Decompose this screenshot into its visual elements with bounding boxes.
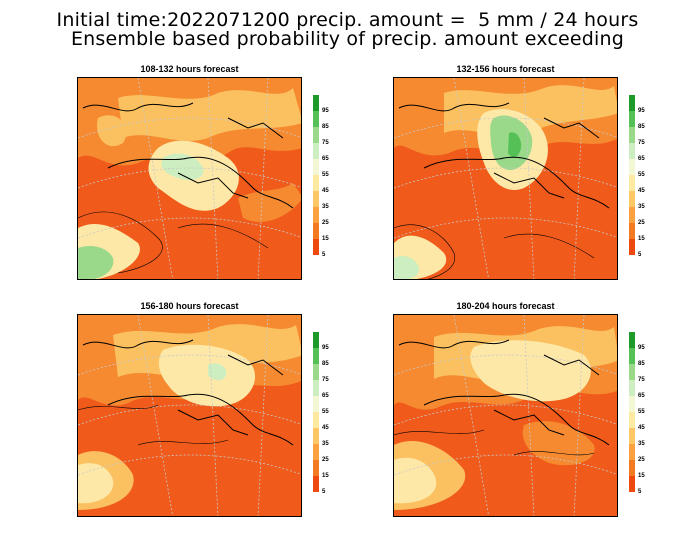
- colorbar-segment-95: [629, 95, 635, 111]
- colorbar: 95 85 75 65 55 45 35 25 15 5: [629, 95, 659, 258]
- colorbar-label: 55: [638, 409, 645, 415]
- colorbar-label: 15: [322, 473, 329, 479]
- colorbar-label: 65: [322, 156, 329, 162]
- colorbar-segment-55: [629, 396, 635, 412]
- colorbar-label: 85: [322, 361, 329, 367]
- forecast-panel-4: 180-204 hours forecast: [393, 301, 693, 541]
- colorbar-label: 85: [322, 124, 329, 130]
- colorbar-label: 5: [638, 252, 642, 258]
- probability-map: [77, 314, 302, 517]
- colorbar-segment-85: [629, 111, 635, 127]
- colorbar-segment-55: [313, 159, 319, 175]
- colorbar-segment-75: [313, 127, 319, 143]
- colorbar-segment-75: [629, 127, 635, 143]
- colorbar-label: 75: [638, 140, 645, 146]
- colorbar-segment-65: [313, 143, 319, 159]
- probability-map: [393, 314, 618, 517]
- colorbar-segment-95: [629, 332, 635, 348]
- colorbar-label: 75: [322, 377, 329, 383]
- colorbar-segment-65: [629, 143, 635, 159]
- colorbar-segment-25: [629, 207, 635, 223]
- colorbar-segment-15: [629, 223, 635, 239]
- colorbar-label: 15: [638, 236, 645, 242]
- colorbar-segment-65: [629, 380, 635, 396]
- colorbar-label: 15: [638, 473, 645, 479]
- colorbar-label: 95: [322, 108, 329, 114]
- colorbar-label: 35: [638, 204, 645, 210]
- colorbar-label: 95: [638, 345, 645, 351]
- colorbar-segment-15: [629, 460, 635, 476]
- colorbar-segment-15: [313, 460, 319, 476]
- colorbar-segment-25: [313, 207, 319, 223]
- colorbar-segment-35: [629, 191, 635, 207]
- colorbar-segment-65: [313, 380, 319, 396]
- colorbar-label: 35: [322, 441, 329, 447]
- colorbar-label: 25: [322, 457, 329, 463]
- colorbar-label: 85: [638, 361, 645, 367]
- colorbar-label: 75: [322, 140, 329, 146]
- colorbar-segment-5: [313, 239, 319, 255]
- colorbar-segment-5: [313, 476, 319, 492]
- colorbar-label: 25: [322, 220, 329, 226]
- colorbar-segment-45: [313, 412, 319, 428]
- colorbar-label: 35: [322, 204, 329, 210]
- colorbar-label: 55: [322, 409, 329, 415]
- forecast-panel-2: 132-156 hours forecast: [393, 64, 693, 304]
- colorbar-segment-45: [313, 175, 319, 191]
- colorbar-label: 45: [638, 425, 645, 431]
- colorbar-segment-5: [629, 239, 635, 255]
- colorbar-segment-15: [313, 223, 319, 239]
- colorbar-segment-85: [313, 348, 319, 364]
- main-title: Initial time:2022071200 precip. amount =…: [56, 9, 639, 31]
- colorbar-label: 55: [322, 172, 329, 178]
- colorbar-label: 85: [638, 124, 645, 130]
- subtitle: Ensemble based probability of precip. am…: [70, 28, 625, 50]
- colorbar-label: 5: [638, 489, 642, 495]
- colorbar-label: 15: [322, 236, 329, 242]
- colorbar-label: 45: [638, 188, 645, 194]
- probability-map: [393, 77, 618, 280]
- colorbar-label: 35: [638, 441, 645, 447]
- colorbar-label: 65: [638, 393, 645, 399]
- colorbar-segment-25: [629, 444, 635, 460]
- panel-title: 156-180 hours forecast: [140, 301, 239, 311]
- colorbar-segment-25: [313, 444, 319, 460]
- colorbar-label: 95: [638, 108, 645, 114]
- colorbar-segment-75: [629, 364, 635, 380]
- colorbar: 95 85 75 65 55 45 35 25 15 5: [629, 332, 659, 495]
- colorbar-label: 65: [322, 393, 329, 399]
- colorbar-segment-5: [629, 476, 635, 492]
- colorbar-segment-45: [629, 412, 635, 428]
- colorbar-label: 45: [322, 188, 329, 194]
- colorbar-segment-45: [629, 175, 635, 191]
- colorbar-label: 45: [322, 425, 329, 431]
- colorbar-label: 95: [322, 345, 329, 351]
- colorbar-segment-35: [629, 428, 635, 444]
- colorbar-label: 5: [322, 489, 326, 495]
- colorbar-label: 65: [638, 156, 645, 162]
- panel-title: 132-156 hours forecast: [456, 64, 555, 74]
- colorbar: 95 85 75 65 55 45 35 25 15 5: [313, 95, 343, 258]
- colorbar-segment-85: [629, 348, 635, 364]
- colorbar-segment-35: [313, 428, 319, 444]
- colorbar-label: 75: [638, 377, 645, 383]
- colorbar-segment-35: [313, 191, 319, 207]
- colorbar-label: 25: [638, 220, 645, 226]
- colorbar-segment-55: [313, 396, 319, 412]
- colorbar: 95 85 75 65 55 45 35 25 15 5: [313, 332, 343, 495]
- forecast-panel-3: 156-180 hours forecast: [77, 301, 377, 541]
- panel-title: 180-204 hours forecast: [456, 301, 555, 311]
- colorbar-segment-95: [313, 332, 319, 348]
- colorbar-segment-95: [313, 95, 319, 111]
- colorbar-label: 25: [638, 457, 645, 463]
- forecast-panel-1: 108-132 hours forecast: [77, 64, 377, 304]
- colorbar-segment-85: [313, 111, 319, 127]
- panel-title: 108-132 hours forecast: [140, 64, 239, 74]
- colorbar-segment-75: [313, 364, 319, 380]
- probability-map: [77, 77, 302, 280]
- colorbar-label: 5: [322, 252, 326, 258]
- colorbar-label: 55: [638, 172, 645, 178]
- colorbar-segment-55: [629, 159, 635, 175]
